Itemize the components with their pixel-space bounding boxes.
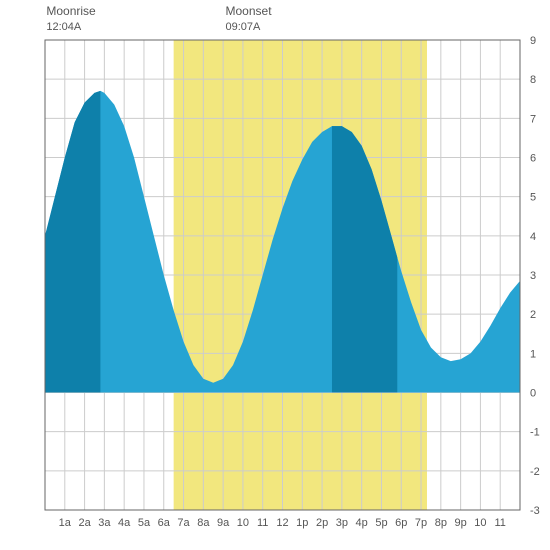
- x-tick-label: 3p: [336, 517, 348, 529]
- moonrise-label: Moonrise 12:04A: [46, 4, 95, 34]
- tide-chart: 1a2a3a4a5a6a7a8a9a1011121p2p3p4p5p6p7p8p…: [0, 0, 550, 550]
- y-tick-label: -1: [530, 427, 540, 439]
- x-tick-label: 7p: [415, 517, 427, 529]
- y-tick-label: 2: [530, 309, 536, 321]
- moonset-time: 09:07A: [226, 20, 272, 34]
- y-tick-label: 1: [530, 348, 536, 360]
- x-tick-label: 6a: [158, 517, 171, 529]
- y-tick-label: -3: [530, 505, 540, 517]
- x-tick-label: 9p: [455, 517, 467, 529]
- y-tick-label: 0: [530, 388, 536, 400]
- y-tick-label: 9: [530, 35, 536, 47]
- x-tick-label: 2p: [316, 517, 328, 529]
- x-tick-label: 1a: [59, 517, 72, 529]
- y-tick-label: 3: [530, 270, 536, 282]
- tide-chart-container: Moonrise 12:04A Moonset 09:07A 1a 2a 3a 4a 5…: [0, 0, 550, 550]
- x-tick-label: 7a: [177, 517, 190, 529]
- x-tick-label: 11: [257, 517, 268, 529]
- x-tick-label: 11: [494, 517, 505, 529]
- x-tick-label: 10: [474, 517, 486, 529]
- x-tick-label: 3a: [98, 517, 111, 529]
- x-tick-label: 2a: [78, 517, 91, 529]
- y-tick-label: 5: [530, 192, 536, 204]
- x-tick-label: 10: [237, 517, 249, 529]
- y-tick-label: -2: [530, 466, 540, 478]
- x-tick-label: 8a: [197, 517, 210, 529]
- y-tick-label: 6: [530, 153, 536, 165]
- y-tick-label: 8: [530, 74, 536, 86]
- x-tick-label: 9a: [217, 517, 230, 529]
- x-tick-label: 5a: [138, 517, 151, 529]
- x-tick-label: 4a: [118, 517, 131, 529]
- x-tick-label: 4p: [356, 517, 368, 529]
- moonset-label: Moonset 09:07A: [226, 4, 272, 34]
- y-tick-label: 4: [530, 231, 536, 243]
- moonrise-time: 12:04A: [46, 20, 95, 34]
- x-tick-label: 12: [276, 517, 288, 529]
- x-tick-label: 6p: [395, 517, 407, 529]
- y-tick-label: 7: [530, 113, 536, 125]
- x-tick-label: 1p: [296, 517, 308, 529]
- x-tick-label: 5p: [375, 517, 387, 529]
- moonrise-title: Moonrise: [46, 4, 95, 20]
- x-tick-label: 8p: [435, 517, 447, 529]
- moonset-title: Moonset: [226, 4, 272, 20]
